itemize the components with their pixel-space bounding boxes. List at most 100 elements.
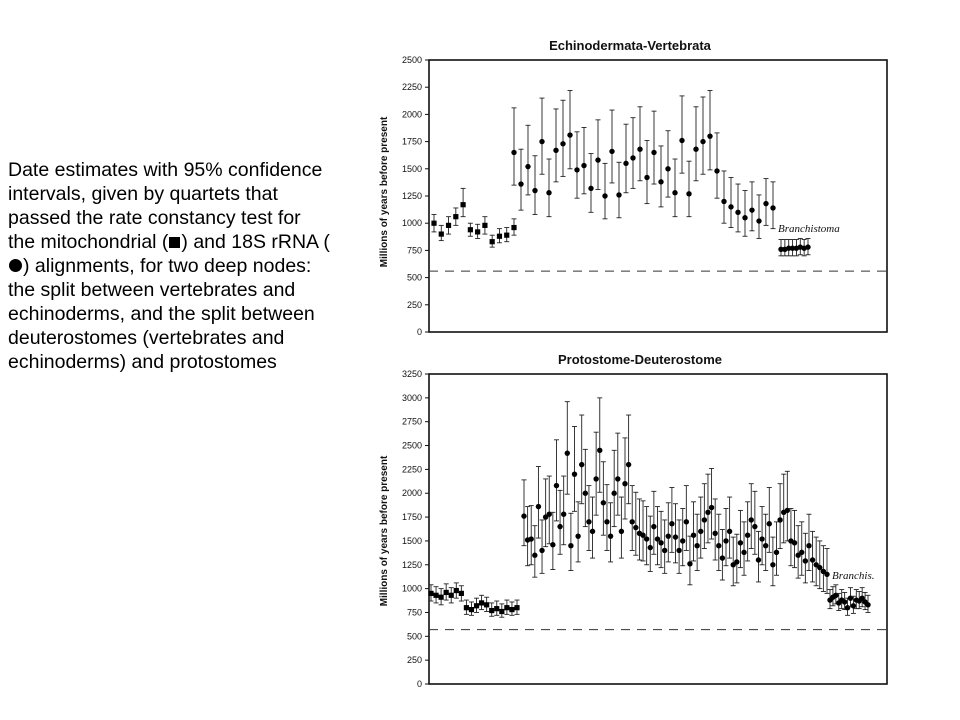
y-tick-label: 0	[417, 679, 422, 689]
data-point-square	[494, 606, 500, 612]
y-tick-label: 2750	[402, 417, 422, 427]
data-point-square	[460, 202, 466, 208]
data-point-circle	[833, 592, 839, 598]
data-point-circle	[618, 528, 625, 535]
data-point-circle	[589, 528, 596, 535]
data-point-circle	[744, 532, 751, 538]
y-tick-label: 1250	[402, 191, 422, 201]
y-axis-label: Millions of years before present	[379, 116, 390, 267]
data-point-circle	[629, 519, 635, 525]
y-axis-label: Millions of years before present	[379, 455, 390, 606]
data-point-circle	[820, 568, 827, 575]
data-point-circle	[795, 552, 801, 558]
data-point-circle	[799, 549, 805, 556]
data-point-circle	[669, 521, 675, 527]
data-point-square	[453, 214, 459, 220]
data-point-square	[504, 232, 510, 238]
data-point-square	[448, 592, 454, 598]
data-point-circle	[813, 562, 819, 568]
data-point-circle	[609, 148, 615, 155]
data-point-circle	[560, 141, 566, 147]
circle-marker-icon	[9, 259, 22, 272]
data-point-circle	[683, 519, 690, 525]
data-point-circle	[539, 547, 545, 554]
data-point-circle	[532, 187, 538, 194]
data-point-circle	[756, 218, 762, 224]
data-point-circle	[698, 528, 704, 535]
data-point-square	[511, 224, 517, 231]
data-point-circle	[607, 533, 614, 539]
data-point-square	[443, 589, 449, 596]
y-tick-label: 2500	[402, 441, 422, 451]
data-point-circle	[658, 540, 664, 546]
data-point-circle	[574, 167, 580, 173]
data-point-circle	[773, 549, 780, 556]
data-point-square	[499, 608, 505, 615]
y-tick-label: 1750	[402, 512, 422, 522]
data-point-circle	[719, 555, 726, 561]
data-point-circle	[748, 517, 754, 523]
data-point-square	[463, 605, 470, 611]
data-point-circle	[763, 200, 769, 207]
data-point-square	[514, 605, 520, 611]
data-point-circle	[690, 532, 697, 538]
data-point-circle	[546, 190, 552, 196]
data-point-circle	[766, 521, 772, 527]
data-point-circle	[597, 447, 603, 454]
data-point-circle	[651, 149, 657, 156]
data-point-circle	[542, 514, 549, 520]
data-point-circle	[672, 534, 679, 540]
data-point-circle	[568, 542, 574, 549]
data-point-circle	[784, 507, 791, 514]
data-point-circle	[687, 561, 693, 567]
data-point-circle	[582, 490, 589, 496]
data-point-circle	[778, 246, 784, 253]
data-point-circle	[859, 595, 865, 601]
plot-frame	[428, 59, 888, 333]
y-tick-label: 250	[407, 300, 422, 310]
data-point-circle	[644, 174, 650, 181]
branchistoma-annotation: Branchistoma	[778, 223, 840, 235]
data-point-circle	[844, 604, 851, 611]
data-point-circle	[707, 133, 713, 139]
data-point-circle	[665, 533, 671, 539]
data-point-square	[496, 233, 503, 239]
data-point-square	[475, 229, 481, 235]
y-tick-label: 0	[417, 327, 422, 337]
panel-echinodermata-vertebrata: Echinodermata-Vertebrata Millions of yea…	[379, 38, 888, 337]
y-tick-label: 3250	[402, 369, 422, 379]
data-point-circle	[805, 244, 811, 250]
data-point-circle	[791, 540, 798, 546]
data-point-circle	[622, 480, 628, 487]
data-point-circle	[865, 602, 871, 608]
chart-title: Echinodermata-Vertebrata	[549, 38, 712, 53]
data-point-circle	[680, 538, 686, 544]
data-point-circle	[550, 542, 556, 548]
data-point-circle	[708, 504, 715, 511]
data-point-circle	[701, 517, 708, 523]
y-tick-label: 1000	[402, 584, 422, 594]
data-point-circle	[535, 503, 542, 510]
data-point-circle	[604, 519, 610, 525]
data-point-circle	[575, 533, 581, 539]
data-point-circle	[600, 500, 607, 506]
data-point-square	[438, 231, 444, 237]
y-tick-label: 2250	[402, 464, 422, 474]
y-tick-label: 2000	[402, 488, 422, 498]
branchis-annotation: Branchis.	[832, 570, 874, 582]
data-point-square	[453, 587, 459, 594]
data-point-circle	[553, 147, 559, 154]
data-point-circle	[571, 471, 578, 477]
data-point-circle	[637, 146, 643, 152]
data-point-circle	[705, 509, 711, 516]
data-point-circle	[611, 490, 617, 496]
data-point-circle	[654, 536, 661, 542]
data-point-circle	[560, 511, 567, 517]
data-point-square	[467, 227, 473, 233]
data-point-circle	[693, 146, 699, 152]
data-point-circle	[802, 558, 809, 564]
y-tick-label: 1250	[402, 560, 422, 570]
data-point-circle	[714, 168, 720, 174]
data-point-square	[504, 605, 510, 611]
data-point-circle	[625, 461, 632, 468]
